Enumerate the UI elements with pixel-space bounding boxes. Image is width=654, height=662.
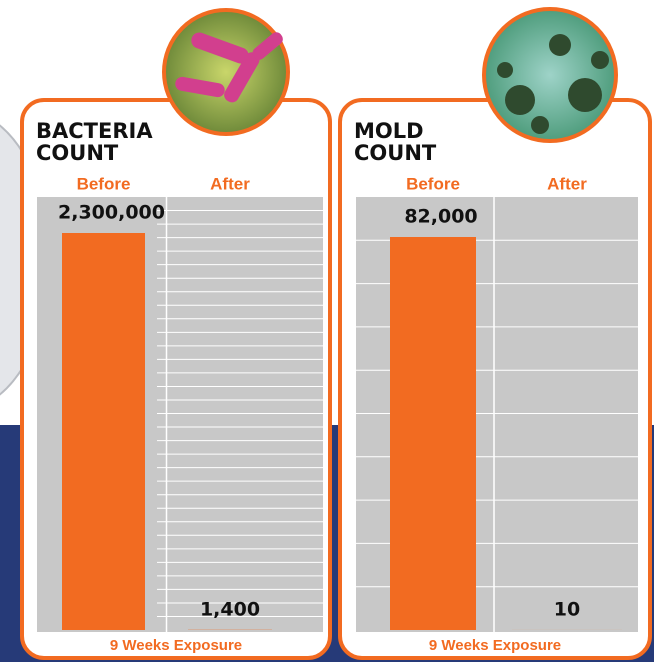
value-label: 82,000 (404, 206, 477, 228)
bar (62, 233, 145, 630)
value-label: 2,300,000 (58, 202, 165, 224)
value-label: 1,400 (200, 598, 260, 620)
x-tick-label: After (547, 174, 587, 193)
x-tick-label: After (210, 174, 250, 193)
x-tick-label: Before (77, 174, 131, 193)
chart: Before 2,300,000 After 1,400 9 Weeks Exposur… (0, 0, 654, 662)
chart-title: BACTERIA COUNT (36, 120, 166, 164)
footer-label: 9 Weeks Exposure (110, 637, 242, 654)
x-tick-label: Before (406, 174, 460, 193)
footer-label: 9 Weeks Exposure (429, 637, 561, 654)
bacteria-image (164, 10, 288, 134)
infographic: Before 2,300,000 After 1,400 9 Weeks Exposur… (0, 0, 654, 662)
chart-title: MOLD COUNT (354, 120, 484, 164)
value-label: 10 (554, 598, 580, 620)
bar (390, 237, 476, 630)
